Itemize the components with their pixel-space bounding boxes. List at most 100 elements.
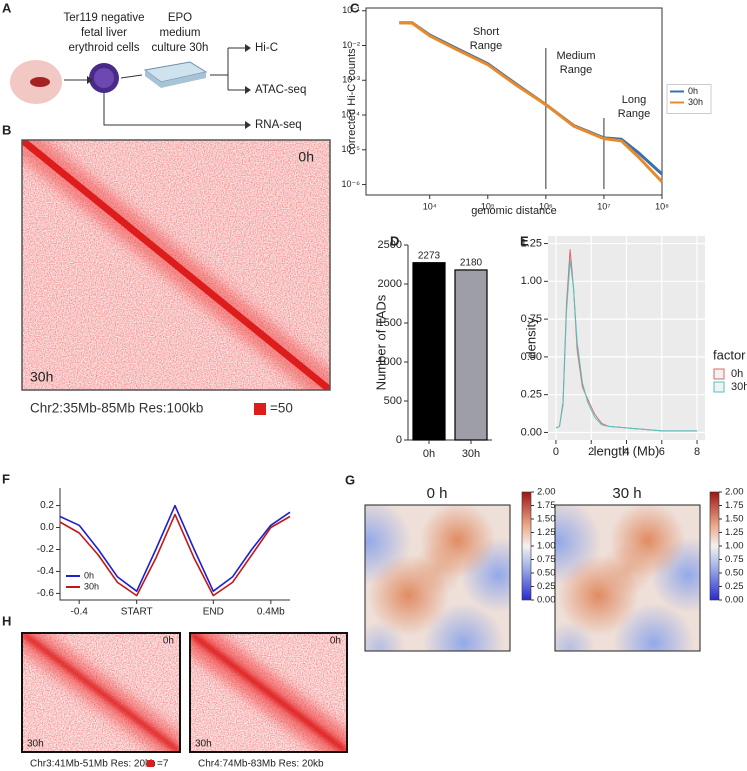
colorbar — [521, 491, 532, 601]
map-caption: Chr3:41Mb-51Mb Res: 20kb — [30, 759, 156, 770]
x-tick-label: 0 — [553, 446, 559, 458]
data-line — [59, 513, 291, 597]
panel-label: C — [350, 0, 360, 15]
zoom-map — [22, 633, 180, 752]
map-caption: Chr2:35Mb-85Mb Res:100kb — [30, 401, 203, 416]
workflow: Ter119 negative fetal liver erythroid ce… — [10, 12, 306, 131]
panel-label: H — [2, 613, 11, 628]
map-label: 30h — [195, 739, 212, 750]
colorbar-label: 2.00 — [537, 487, 556, 498]
arrow — [120, 74, 143, 79]
plate-side — [145, 70, 206, 88]
map-caption: Chr4:74Mb-83Mb Res: 20kb — [198, 759, 324, 770]
aggregate-map — [365, 505, 510, 651]
workflow-text: medium — [160, 27, 201, 39]
colorbar-label: 2.00 — [725, 487, 744, 498]
annotation: Medium — [556, 50, 595, 62]
colorbar-label: 0.00 — [537, 595, 556, 606]
x-tick-label: 0.4Mb — [257, 607, 285, 618]
value-label: 2180 — [460, 258, 483, 269]
liver-icon — [30, 77, 50, 87]
x-tick-label: 0h — [423, 448, 435, 460]
workflow-text: Ter119 negative — [64, 12, 145, 24]
annotation: Short — [473, 26, 499, 38]
scale-label: =50 — [270, 401, 293, 416]
x-tick-label: START — [121, 607, 153, 618]
workflow-text: erythroid cells — [69, 42, 140, 54]
map-frame — [189, 632, 348, 753]
bar — [412, 262, 446, 441]
zoom-map — [190, 633, 347, 752]
y-axis-label: density — [523, 317, 538, 359]
y-tick-label: -0.2 — [37, 544, 55, 555]
y-tick-label: 10⁻¹ — [342, 5, 360, 15]
y-axis-label: corrected Hi-C counts — [346, 48, 358, 155]
x-tick-label: 8 — [694, 446, 700, 458]
y-tick-label: 0.50 — [521, 351, 542, 363]
panel-label: A — [2, 0, 12, 15]
colorbar-label: 1.75 — [537, 500, 556, 511]
colorbar-label: 0.50 — [725, 568, 744, 579]
panel-label: E — [520, 233, 529, 248]
legend-label: 30h — [84, 581, 99, 591]
panel-label: F — [2, 471, 10, 486]
colorbar-label: 1.25 — [537, 527, 556, 538]
scale-label: =7 — [157, 759, 169, 770]
colorbar-label: 1.00 — [537, 541, 556, 552]
colorbar-label: 1.75 — [725, 500, 744, 511]
plot-frame — [365, 7, 663, 196]
legend-key — [713, 381, 725, 393]
colorbar-label: 1.00 — [725, 541, 744, 552]
colorbar-label: 0.75 — [537, 554, 556, 565]
x-tick-label: 10⁸ — [655, 201, 669, 211]
assay-label: Hi-C — [255, 42, 278, 54]
x-tick-label: 2 — [588, 446, 594, 458]
y-tick-label: 0.25 — [521, 389, 542, 401]
y-tick-label: 10⁻⁶ — [342, 179, 361, 189]
map-frame — [364, 504, 511, 652]
map-title: 30 h — [612, 485, 641, 502]
y-tick-label: -0.6 — [37, 588, 55, 599]
y-tick-label: 0.75 — [521, 313, 542, 325]
y-tick-label: 10⁻² — [342, 40, 360, 50]
map-diagonal — [22, 633, 180, 752]
axis-line — [59, 488, 290, 601]
legend-label: 30h — [731, 381, 747, 393]
y-tick-label: 0.0 — [40, 522, 54, 533]
y-tick-label: 10⁻⁵ — [342, 144, 361, 154]
y-tick-label: 1.00 — [521, 275, 542, 287]
annotation: Range — [618, 108, 650, 120]
data-line — [59, 504, 291, 592]
x-tick-label: END — [203, 607, 224, 618]
colorbar-label: 0.00 — [725, 595, 744, 606]
colorbar-label: 0.25 — [725, 581, 744, 592]
map-frame — [21, 139, 331, 391]
y-tick-label: 2000 — [378, 278, 402, 290]
y-tick-label: 10⁻⁴ — [341, 109, 360, 119]
x-tick-label: 4 — [623, 446, 629, 458]
map-diagonal — [22, 140, 330, 390]
annotation: Long — [622, 94, 646, 106]
x-tick-label: 6 — [659, 446, 665, 458]
colorbar-label: 1.50 — [725, 514, 744, 525]
value-label: 2273 — [418, 250, 441, 261]
y-tick-label: 1.25 — [521, 237, 542, 249]
x-tick-label: 10⁷ — [597, 201, 610, 211]
y-tick-label: 0.2 — [40, 500, 54, 511]
assay-label: ATAC-seq — [255, 84, 306, 96]
legend-label: 30h — [688, 97, 703, 107]
y-tick-label: 1500 — [378, 317, 402, 329]
panel-label: D — [390, 233, 399, 248]
legend-key — [713, 368, 725, 380]
x-tick-label: 10⁵ — [481, 201, 495, 211]
y-tick-label: 2500 — [378, 239, 402, 251]
legend-label: 0h — [688, 86, 698, 96]
map-label: 0h — [163, 636, 174, 647]
panel-label: B — [2, 122, 11, 137]
colorbar-label: 1.50 — [537, 514, 556, 525]
map-label: 0h — [330, 636, 341, 647]
data-line — [399, 21, 664, 183]
panel-label: G — [345, 472, 355, 487]
map-diagonal — [190, 633, 347, 752]
bar — [454, 269, 488, 441]
